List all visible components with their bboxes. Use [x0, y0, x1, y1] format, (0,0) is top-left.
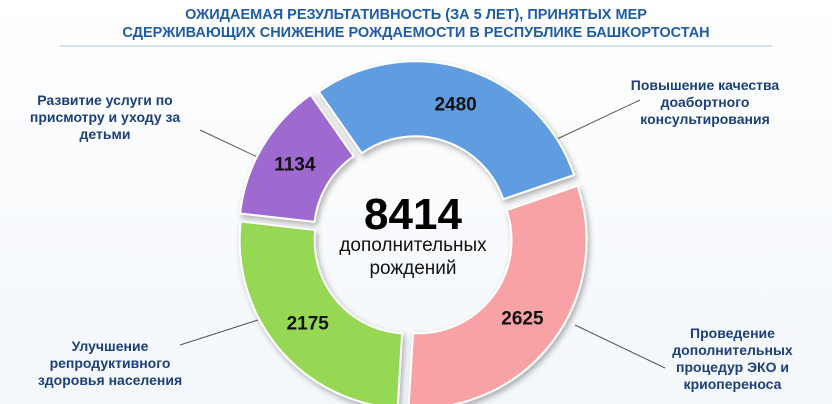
leader-line: [574, 324, 666, 369]
category-label: Повышение качества доабортного консульти…: [630, 77, 780, 127]
chart-title: СДЕРЖИВАЮЩИХ СНИЖЕНИЕ РОЖДАЕМОСТИ В РЕСП…: [122, 25, 709, 41]
slice: [317, 60, 576, 201]
slice: [238, 93, 356, 224]
chart-title: ОЖИДАЕМАЯ РЕЗУЛЬТАТИВНОСТЬ (ЗА 5 ЛЕТ), П…: [185, 7, 647, 23]
value-label: 2480: [434, 94, 476, 115]
category-label: Проведение дополнительных процедур ЭКО и…: [672, 325, 793, 392]
category-label: Развитие услуги по присмотру и уходу за …: [29, 92, 181, 142]
leader-line: [554, 99, 641, 141]
value-label: 2175: [287, 313, 330, 334]
value-label: 2625: [501, 308, 544, 329]
total: 8414: [364, 190, 462, 239]
category-label: Улучшение репродуктивного здоровья насел…: [37, 338, 183, 388]
leader-line: [179, 319, 259, 346]
leaders: [179, 99, 666, 369]
slices: [238, 60, 588, 404]
center-label: дополнительных рождений: [339, 235, 487, 279]
slice: [407, 184, 588, 404]
slice: [238, 220, 404, 404]
value-label: 1134: [274, 155, 316, 176]
